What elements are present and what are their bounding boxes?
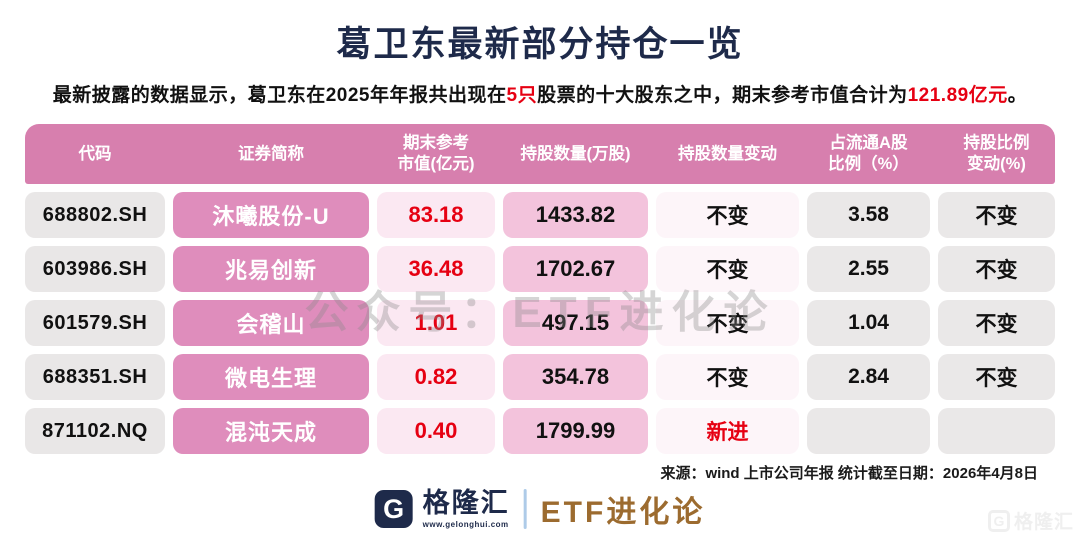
market-value: 0.82 [377,354,495,400]
float-ratio: 3.58 [807,192,930,238]
brand-block: 格隆汇 www.gelonghui.com [422,487,510,529]
stock-name: 沐曦股份-U [173,192,369,238]
shares-held: 1433.82 [503,192,648,238]
footer-logo: G 格隆汇 www.gelonghui.com ETF进化论 [374,487,706,531]
header-code: 代码 [78,144,112,163]
market-value: 36.48 [377,246,495,292]
table-row: 601579.SH 会稽山 1.01 497.15 不变 1.04 不变 [25,300,1055,346]
shares-held: 1702.67 [503,246,648,292]
market-value: 0.40 [377,408,495,454]
float-ratio: 2.55 [807,246,930,292]
header-market-value: 期末参考 市值(亿元) [397,134,475,173]
header-float-ratio: 占流通A股 比例（%） [828,134,909,173]
table-header-row: 代码 证券简称 期末参考 市值(亿元) 持股数量(万股) 持股数量变动 占流通A… [25,124,1055,184]
brand-url: www.gelonghui.com [422,519,509,529]
ratio-change [938,408,1055,454]
partner-name: ETF进化论 [540,496,706,529]
table-row: 688351.SH 微电生理 0.82 354.78 不变 2.84 不变 [25,354,1055,400]
share-change: 不变 [656,246,799,292]
stock-code: 688351.SH [25,354,165,400]
ratio-change: 不变 [938,246,1055,292]
table-row: 603986.SH 兆易创新 36.48 1702.67 不变 2.55 不变 [25,246,1055,292]
shares-held: 1799.99 [503,408,648,454]
stock-name: 兆易创新 [173,246,369,292]
subtitle-text-1: 最新披露的数据显示，葛卫东在2025年年报共出现在 [52,85,507,106]
header-ratio-change: 持股比例 变动(%) [963,134,1030,173]
market-value: 1.01 [377,300,495,346]
holdings-table: 代码 证券简称 期末参考 市值(亿元) 持股数量(万股) 持股数量变动 占流通A… [25,124,1055,454]
corner-watermark-text: 格隆汇 [1013,512,1074,533]
table-row: 871102.NQ 混沌天成 0.40 1799.99 新进 [25,408,1055,454]
float-ratio: 2.84 [807,354,930,400]
share-change: 不变 [656,354,799,400]
ratio-change: 不变 [938,300,1055,346]
page-title: 葛卫东最新部分持仓一览 [336,25,744,64]
header-share-change: 持股数量变动 [678,144,777,163]
header-shares: 持股数量(万股) [520,144,631,163]
market-value: 83.18 [377,192,495,238]
stock-name: 混沌天成 [173,408,369,454]
table-row: 688802.SH 沐曦股份-U 83.18 1433.82 不变 3.58 不… [25,192,1055,238]
subtitle: 最新披露的数据显示，葛卫东在2025年年报共出现在5只股票的十大股东之中，期末参… [0,80,1080,107]
header-name: 证券简称 [238,144,304,163]
ratio-change: 不变 [938,354,1055,400]
subtitle-highlight-count: 5只 [506,85,538,106]
stock-name: 微电生理 [173,354,369,400]
brand-name: 格隆汇 [422,487,510,518]
subtitle-text-2: 股票的十大股东之中，期末参考市值合计为 [537,85,908,106]
gelonghui-logo-icon: G [374,490,413,528]
shares-held: 354.78 [503,354,648,400]
data-source-note: 来源：wind 上市公司年报 统计截至日期：2026年4月8日 [660,465,1038,482]
corner-watermark: G 格隆汇 [987,507,1074,534]
subtitle-highlight-value: 121.89亿元 [907,85,1008,106]
stock-code: 688802.SH [25,192,165,238]
share-change: 不变 [656,192,799,238]
share-change: 新进 [656,408,799,454]
ratio-change: 不变 [938,192,1055,238]
stock-name: 会稽山 [173,300,369,346]
footer-divider [523,489,527,529]
gelonghui-watermark-icon: G [987,509,1010,532]
stock-code: 871102.NQ [25,408,165,454]
stock-code: 603986.SH [25,246,165,292]
shares-held: 497.15 [503,300,648,346]
stock-code: 601579.SH [25,300,165,346]
share-change: 不变 [656,300,799,346]
float-ratio [807,408,930,454]
float-ratio: 1.04 [807,300,930,346]
subtitle-text-3: 。 [1007,85,1028,106]
